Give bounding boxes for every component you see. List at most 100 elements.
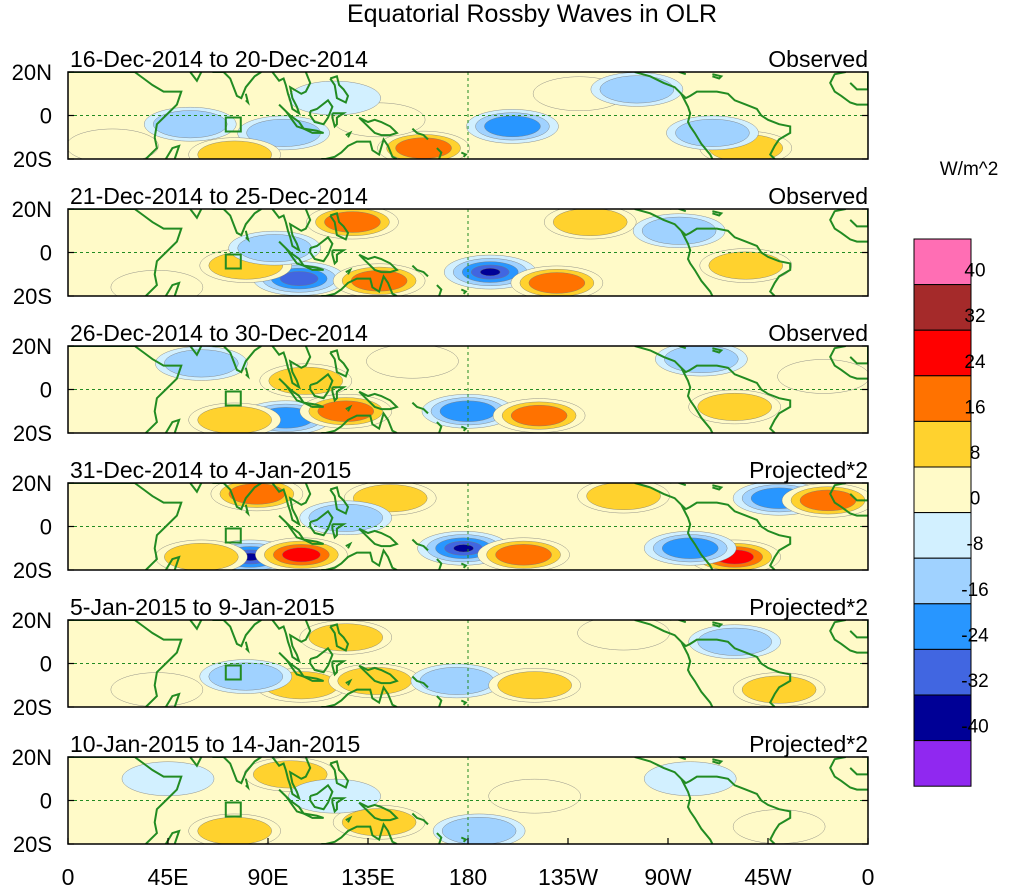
coastline — [634, 209, 792, 296]
coastline — [309, 783, 334, 811]
colorbar-swatch — [913, 603, 972, 650]
coastline — [244, 778, 250, 791]
anomaly-contour — [453, 544, 474, 553]
coastline — [829, 209, 868, 243]
colorbar-swatch — [913, 557, 972, 605]
coastline — [436, 284, 443, 296]
coastline — [329, 486, 350, 515]
y-tick-label: 0 — [40, 104, 52, 129]
y-tick-label: 20S — [13, 832, 52, 857]
panel-5: 20N 0 20S 5-Jan-2015 to 9-Jan-2015 Projected… — [12, 594, 869, 720]
anomaly-contour — [697, 627, 772, 656]
anomaly-contour — [510, 405, 568, 427]
colorbar-level-label: 16 — [964, 397, 985, 418]
coastline — [164, 829, 181, 844]
coastline — [411, 127, 429, 141]
panel-date-range: 10-Jan-2015 to 14-Jan-2015 — [70, 731, 360, 757]
coastline — [436, 695, 443, 707]
coastline — [189, 72, 203, 83]
panel-type-label: Observed — [768, 320, 868, 346]
anomaly-field — [68, 620, 868, 707]
anomaly-contour — [110, 270, 204, 296]
colorbar-swatch — [913, 512, 972, 559]
coastline — [460, 288, 468, 295]
coastline — [712, 73, 724, 80]
coastline — [271, 346, 312, 390]
coastline — [460, 151, 468, 158]
anomaly-field — [68, 483, 868, 570]
anomaly-contour — [741, 675, 817, 704]
coastline — [303, 812, 324, 819]
coastline — [321, 822, 398, 844]
coastline — [189, 483, 203, 494]
coastline — [849, 346, 868, 365]
coastline — [460, 562, 468, 569]
coastline — [849, 209, 868, 228]
y-tick-label: 0 — [40, 378, 52, 403]
colorbar-level-label: 8 — [970, 443, 981, 464]
panel-3: 20N 0 20S 26-Dec-2014 to 30-Dec-2014 Observe… — [12, 320, 869, 446]
colorbar-swatch — [913, 329, 972, 377]
coastline — [329, 75, 350, 104]
coastline — [189, 757, 203, 768]
anomaly-contour — [395, 137, 452, 159]
colorbar-level-label: -16 — [961, 580, 988, 601]
coastline — [164, 281, 181, 296]
anomaly-contour — [441, 817, 517, 844]
coastline — [829, 346, 868, 380]
coastline — [321, 137, 398, 159]
coastline — [321, 548, 398, 570]
panel-type-label: Observed — [768, 183, 868, 209]
anomaly-contour — [641, 216, 717, 245]
region-box-marker — [224, 801, 242, 818]
x-axis: 0 45E 90E 135E 180 135W 90W 45W 0 — [62, 838, 875, 890]
x-tick-label: 135E — [341, 864, 395, 890]
coastline — [345, 130, 353, 138]
coastline — [68, 209, 183, 296]
coastline — [680, 93, 714, 159]
coastline — [634, 483, 792, 570]
anomaly-contour — [732, 809, 826, 844]
coastline — [411, 812, 429, 826]
anomaly-contour — [697, 392, 772, 421]
coastline — [358, 116, 399, 137]
coastline — [670, 209, 687, 213]
y-tick-label: 20N — [12, 471, 52, 496]
region-box-marker — [224, 664, 242, 681]
panel-4: 20N 0 20S 31-Dec-2014 to 4-Jan-2015 Projecte… — [12, 457, 869, 583]
coastline — [309, 98, 334, 126]
coastline — [321, 685, 398, 707]
y-tick-label: 20S — [13, 421, 52, 446]
x-tick-label: 0 — [862, 864, 875, 890]
coastline — [849, 757, 868, 776]
coastline — [345, 267, 353, 275]
coastline — [712, 758, 724, 765]
y-tick-label: 0 — [40, 789, 52, 814]
x-tick-label: 90E — [248, 864, 289, 890]
coastline — [436, 558, 443, 570]
coastline — [309, 646, 334, 674]
anomaly-contour — [662, 537, 719, 559]
y-tick-label: 20S — [13, 695, 52, 720]
panel-type-label: Projected*2 — [749, 731, 868, 757]
anomaly-contour — [153, 110, 228, 139]
region-box-marker — [224, 390, 242, 407]
coastline — [189, 620, 203, 631]
coastline — [303, 675, 324, 682]
anomaly-contour — [68, 128, 159, 159]
y-tick-label: 20S — [13, 147, 52, 172]
colorbar-level-label: -40 — [961, 717, 988, 738]
coastline — [244, 230, 250, 243]
anomaly-contour — [497, 671, 572, 700]
coastline — [331, 386, 347, 403]
panel-6: 20N 0 20S 10-Jan-2015 to 14-Jan-2015 Project… — [12, 731, 869, 857]
coastline — [309, 509, 334, 537]
anomaly-contour — [799, 489, 857, 511]
coastline — [321, 411, 398, 433]
coastline — [680, 641, 714, 707]
coastline — [271, 72, 312, 116]
coastline — [680, 367, 714, 433]
coastline — [331, 523, 347, 540]
coastline — [331, 797, 347, 814]
coastline — [244, 367, 250, 380]
